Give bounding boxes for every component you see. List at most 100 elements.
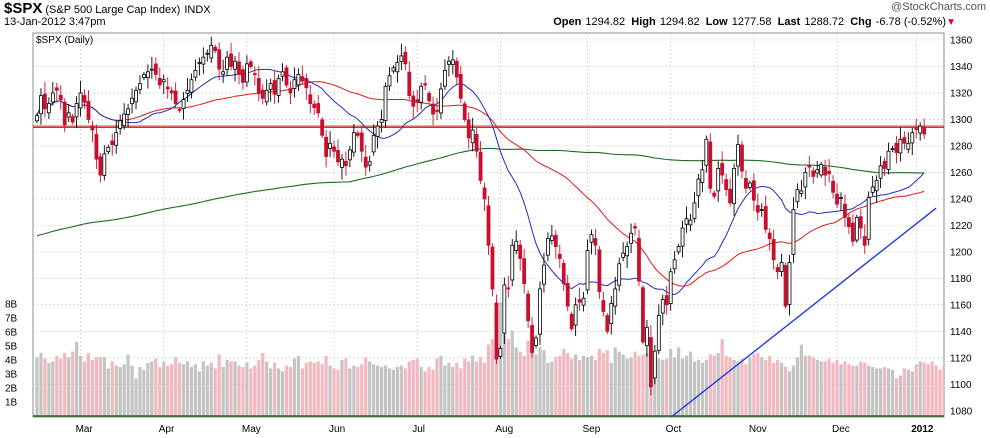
- volume-bar: [451, 367, 455, 416]
- volume-bar: [601, 353, 605, 416]
- candle: [597, 245, 602, 300]
- candle: [157, 67, 162, 89]
- volume-bar: [530, 346, 534, 416]
- candle-body: [39, 95, 43, 115]
- volume-bar: [368, 361, 372, 416]
- candle-body: [395, 62, 400, 73]
- candle: [799, 179, 804, 198]
- candle: [142, 71, 146, 81]
- candle: [874, 175, 879, 203]
- candle: [138, 75, 142, 95]
- candle-body: [553, 234, 558, 247]
- candle: [858, 209, 863, 240]
- candle: [165, 77, 170, 99]
- candle: [811, 167, 816, 184]
- y-tick-label: 1200: [950, 247, 973, 258]
- candle-body: [902, 137, 907, 144]
- candle-body: [494, 302, 499, 360]
- y-tick-label: 1240: [950, 194, 973, 205]
- candle-body: [490, 246, 495, 290]
- volume-bar: [174, 357, 178, 416]
- candle: [229, 42, 233, 71]
- candle: [783, 262, 788, 309]
- candle-body: [458, 73, 463, 99]
- candle-body: [581, 297, 586, 306]
- volume-bar: [570, 358, 574, 416]
- candle: [205, 49, 210, 62]
- volume-bar: [245, 362, 249, 416]
- candle-body: [391, 67, 396, 72]
- volume-bar: [372, 364, 376, 416]
- candle-body: [878, 165, 883, 179]
- candle-body: [886, 150, 891, 170]
- volume-bar: [459, 368, 463, 416]
- candle: [193, 59, 198, 81]
- candle-body: [237, 61, 241, 75]
- volume-bar: [918, 361, 922, 416]
- candle: [506, 275, 511, 298]
- volume-bar: [871, 367, 875, 416]
- candle-body: [454, 60, 459, 78]
- candle: [878, 155, 883, 188]
- candle: [700, 159, 705, 193]
- candle-body: [700, 169, 705, 183]
- candle: [716, 161, 721, 202]
- y-tick-label: 1280: [950, 141, 973, 152]
- volume-bar: [463, 358, 467, 416]
- volume-bar: [930, 361, 934, 416]
- candle: [288, 81, 293, 104]
- volume-bar: [581, 355, 586, 416]
- candle-body: [82, 95, 87, 103]
- candle-body: [755, 205, 760, 213]
- candle: [641, 285, 645, 345]
- candle: [43, 81, 47, 118]
- candle: [149, 56, 154, 79]
- candle: [538, 281, 542, 346]
- candle: [245, 55, 249, 88]
- low-label: Low: [705, 16, 728, 28]
- candle-body: [363, 156, 368, 168]
- symbol-description: (S&P 500 Large Cap Index): [45, 4, 181, 16]
- x-tick-label: Aug: [495, 424, 513, 435]
- volume-bar: [526, 340, 530, 416]
- candle-body: [407, 71, 412, 97]
- candle: [284, 65, 289, 88]
- candle: [431, 96, 435, 126]
- candle: [443, 59, 447, 91]
- volume-tick-label: 3B: [5, 370, 18, 381]
- candle: [581, 291, 586, 312]
- candle: [58, 85, 63, 110]
- candle-body: [328, 142, 332, 149]
- candle: [585, 239, 590, 294]
- volume-bar: [783, 367, 788, 416]
- candle: [870, 175, 875, 197]
- volume-bar: [403, 368, 407, 416]
- candle: [403, 46, 408, 71]
- candle: [248, 59, 253, 70]
- candle-body: [114, 132, 119, 146]
- candle: [118, 114, 123, 135]
- candle: [605, 312, 610, 334]
- candle: [561, 259, 566, 292]
- volume-bar: [732, 360, 736, 416]
- candle: [411, 90, 416, 119]
- volume-bar: [154, 358, 158, 416]
- candle: [122, 103, 127, 130]
- candle-body: [450, 59, 455, 65]
- candle-body: [862, 236, 867, 246]
- volume-bar: [150, 361, 154, 416]
- candle: [502, 277, 507, 345]
- candle-body: [518, 244, 523, 259]
- candle-body: [157, 78, 162, 86]
- candle: [498, 345, 503, 359]
- candle: [676, 243, 681, 255]
- volume-bar: [304, 362, 308, 416]
- candle-body: [779, 262, 784, 272]
- candle-body: [332, 146, 336, 152]
- volume-bar: [621, 354, 625, 416]
- candle-body: [423, 83, 428, 86]
- y-tick-label: 1180: [950, 274, 972, 285]
- volume-bar: [510, 330, 514, 416]
- candle: [304, 73, 309, 100]
- volume-bar: [554, 357, 558, 416]
